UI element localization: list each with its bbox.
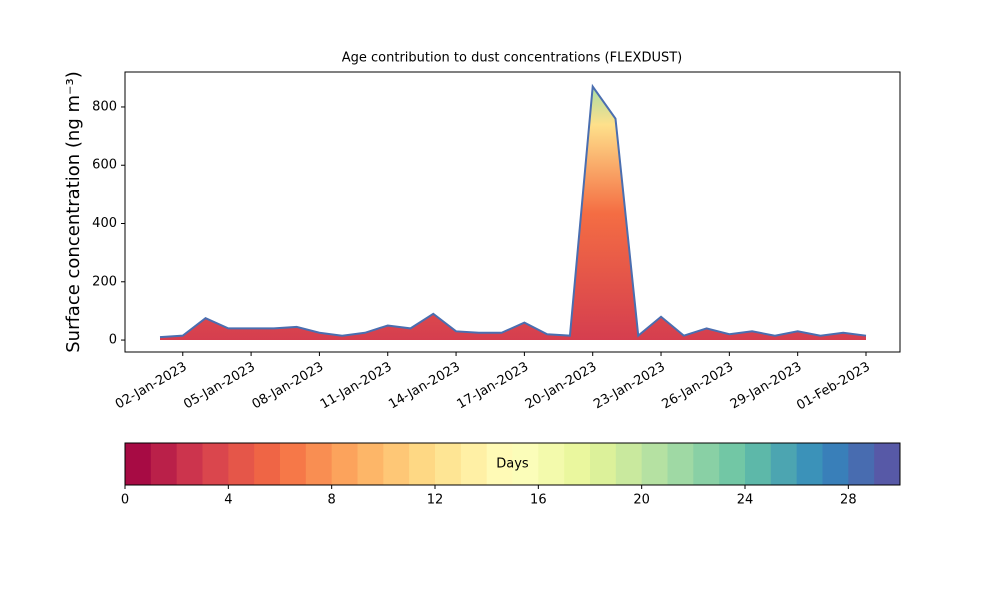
- colorbar-band: [460, 443, 488, 485]
- y-tick-label: 200: [92, 274, 117, 289]
- colorbar-band: [383, 443, 410, 485]
- x-tick-label: 20-Jan-2023: [523, 360, 600, 413]
- colorbar-band: [848, 443, 875, 485]
- y-tick-label: 600: [92, 158, 117, 173]
- colorbar-band: [667, 443, 694, 485]
- colorbar-tick-label: 16: [530, 493, 547, 508]
- total-line: [159, 83, 867, 339]
- colorbar-band: [745, 443, 772, 485]
- colorbar-tick-label: 28: [840, 493, 857, 508]
- colorbar-tick-label: 20: [633, 493, 650, 508]
- chart-title: Age contribution to dust concentrations …: [342, 51, 683, 66]
- colorbar-band: [641, 443, 668, 485]
- colorbar-band: [435, 443, 462, 485]
- colorbar-band: [719, 443, 746, 485]
- x-tick-label: 08-Jan-2023: [250, 360, 327, 413]
- colorbar-tick-label: 8: [328, 493, 336, 508]
- colorbar-band: [254, 443, 281, 485]
- x-tick-label: 29-Jan-2023: [728, 360, 805, 413]
- colorbar-tick-label: 4: [224, 493, 232, 508]
- colorbar-band: [280, 443, 307, 485]
- y-tick-label: 800: [92, 99, 117, 114]
- colorbar-band: [590, 443, 617, 485]
- colorbar-label: Days: [496, 457, 529, 472]
- colorbar-band: [357, 443, 384, 485]
- x-tick-label: 05-Jan-2023: [181, 360, 258, 413]
- x-tick-label: 17-Jan-2023: [455, 360, 532, 413]
- colorbar-tick-label: 24: [737, 493, 754, 508]
- colorbar-band: [228, 443, 255, 485]
- colorbar-frame: [124, 442, 901, 486]
- colorbar-band: [615, 443, 643, 485]
- x-tick-label: 02-Jan-2023: [113, 360, 190, 413]
- colorbar-band: [796, 443, 823, 485]
- colorbar-band: [409, 443, 436, 485]
- colorbar-band: [150, 443, 178, 485]
- y-tick-label: 400: [92, 216, 117, 231]
- x-tick-label: 23-Jan-2023: [591, 360, 668, 413]
- colorbar-band: [564, 443, 591, 485]
- x-tick-label: 14-Jan-2023: [386, 360, 463, 413]
- colorbar-tick-label: 12: [427, 493, 444, 508]
- y-tick-label: 0: [109, 333, 117, 348]
- colorbar-band: [176, 443, 203, 485]
- x-tick-label: 11-Jan-2023: [318, 360, 395, 413]
- x-tick-label: 26-Jan-2023: [660, 360, 737, 413]
- colorbar-band: [538, 443, 565, 485]
- colorbar-band: [874, 443, 901, 485]
- colorbar-band: [822, 443, 849, 485]
- axes-frame: [124, 71, 901, 353]
- colorbar-band: [486, 443, 513, 485]
- y-axis-label: Surface concentration (ng m⁻³): [63, 71, 84, 353]
- colorbar-tick-label: 0: [121, 493, 129, 508]
- colorbar-band: [125, 443, 152, 485]
- x-tick-label: 01-Feb-2023: [794, 360, 873, 414]
- colorbar-band: [305, 443, 333, 485]
- colorbar-band: [770, 443, 798, 485]
- colorbar-band: [512, 443, 539, 485]
- colorbar-band: [331, 443, 358, 485]
- colorbar-band: [202, 443, 229, 485]
- colorbar-band: [693, 443, 720, 485]
- plot-area: [125, 72, 900, 352]
